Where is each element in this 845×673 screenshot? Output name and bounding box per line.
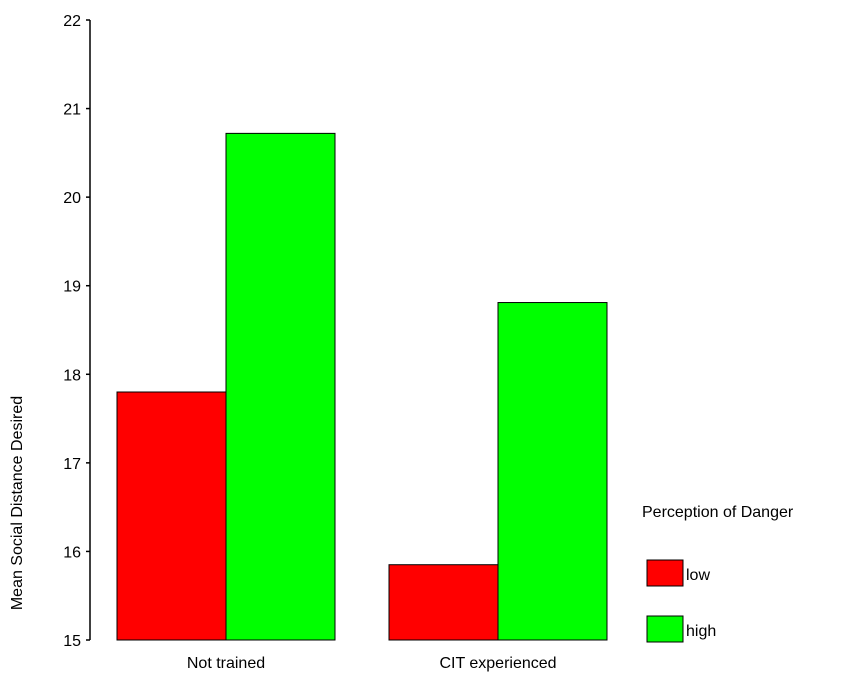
legend-items: low high [646,559,716,643]
legend: Perception of Danger low high [642,504,794,643]
y-tick-label: 15 [63,633,81,650]
bar-low-1 [388,564,499,641]
legend-label-high: high [686,623,716,640]
y-axis-title: Mean Social Distance Desired [9,396,26,610]
y-tick-label: 20 [63,190,81,207]
bars-group [116,132,608,641]
y-tick-label: 16 [63,544,81,561]
y-tick-label: 19 [63,279,81,296]
bar-high-1 [497,302,608,641]
y-tick-label: 18 [63,367,81,384]
bar-high-0 [225,132,336,641]
y-tick-label: 21 [63,102,81,119]
bar-low-0 [116,391,227,641]
y-tick-label: 17 [63,456,81,473]
legend-swatch-high [646,615,684,643]
x-category-label: CIT experienced [439,655,556,672]
y-ticks-group: 15 16 17 18 19 20 21 22 [63,13,90,650]
y-tick-label: 22 [63,13,81,30]
legend-swatch-low [646,559,684,587]
legend-label-low: low [686,567,710,584]
legend-title: Perception of Danger [642,504,794,521]
x-category-label: Not trained [187,655,265,672]
x-labels-group: Not trained CIT experienced [187,655,557,672]
